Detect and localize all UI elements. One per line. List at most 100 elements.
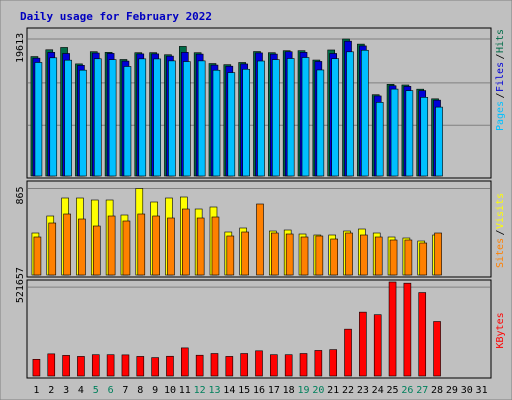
x-tick-label-day-29: 29 bbox=[446, 385, 458, 396]
bar-kbytes-kbytes-day-26 bbox=[403, 282, 412, 377]
bar-kbytes-kbytes-day-24 bbox=[373, 314, 382, 377]
bar-visits-sites-day-3 bbox=[63, 213, 71, 276]
bar-requests-pages-day-5 bbox=[93, 58, 102, 177]
legend-separator-requests-1: / bbox=[495, 92, 506, 98]
bar-kbytes-kbytes-day-18 bbox=[284, 354, 293, 377]
legend-kbytes-kbytes: KBytes bbox=[495, 312, 506, 348]
bar-requests-pages-day-28 bbox=[435, 106, 443, 177]
bar-requests-pages-day-17 bbox=[272, 59, 280, 177]
x-tick-label-day-4: 4 bbox=[78, 385, 84, 396]
bar-kbytes-kbytes-day-8 bbox=[136, 356, 145, 377]
x-tick-label-day-1: 1 bbox=[33, 385, 39, 396]
x-tick-label-day-15: 15 bbox=[238, 385, 250, 396]
bar-requests-pages-day-8 bbox=[138, 58, 147, 177]
legend-visits-sites: Sites bbox=[495, 238, 506, 268]
bar-requests-pages-day-25 bbox=[390, 88, 399, 177]
x-tick-label-day-18: 18 bbox=[283, 385, 295, 396]
bar-requests-pages-day-23 bbox=[361, 49, 369, 177]
bar-kbytes-kbytes-day-14 bbox=[225, 356, 234, 377]
bar-visits-sites-day-17 bbox=[271, 232, 279, 276]
bar-requests-pages-day-2 bbox=[49, 57, 58, 177]
x-tick-label-day-21: 21 bbox=[327, 385, 339, 396]
bar-visits-sites-day-21 bbox=[330, 238, 338, 276]
bar-kbytes-kbytes-day-28 bbox=[433, 321, 441, 377]
bar-requests-pages-day-9 bbox=[153, 58, 161, 177]
x-tick-label-day-3: 3 bbox=[63, 385, 69, 396]
chart-title: Daily usage for February 2022 bbox=[20, 10, 212, 23]
bar-kbytes-kbytes-day-25 bbox=[388, 281, 397, 377]
bar-requests-pages-day-21 bbox=[331, 58, 339, 177]
bar-requests-pages-day-12 bbox=[197, 60, 206, 177]
bar-visits-sites-day-27 bbox=[419, 242, 428, 276]
plot-layer: 19613Pages/Files/Hits865Sites/Visits5216… bbox=[15, 27, 506, 396]
bar-kbytes-kbytes-day-7 bbox=[121, 354, 130, 377]
bar-requests-pages-day-4 bbox=[79, 69, 87, 177]
bar-requests-pages-day-10 bbox=[168, 60, 176, 177]
bar-visits-sites-day-18 bbox=[285, 233, 294, 276]
bar-requests-pages-day-6 bbox=[108, 59, 117, 177]
x-tick-label-day-26: 26 bbox=[401, 385, 413, 396]
x-tick-label-day-16: 16 bbox=[253, 385, 265, 396]
bar-visits-sites-day-16 bbox=[256, 203, 264, 276]
bar-kbytes-kbytes-day-20 bbox=[314, 350, 323, 377]
x-tick-label-day-7: 7 bbox=[122, 385, 128, 396]
bar-visits-sites-day-25 bbox=[389, 239, 398, 276]
bar-requests-pages-day-3 bbox=[64, 59, 72, 177]
bar-kbytes-kbytes-day-19 bbox=[299, 353, 308, 377]
bar-kbytes-kbytes-day-1 bbox=[32, 359, 41, 377]
legend-requests-hits: Hits bbox=[495, 29, 506, 53]
legend-requests-pages: Pages bbox=[495, 101, 506, 131]
bar-requests-pages-day-16 bbox=[257, 60, 265, 177]
x-tick-label-day-14: 14 bbox=[223, 385, 235, 396]
bar-kbytes-kbytes-day-9 bbox=[151, 357, 159, 377]
bar-kbytes-kbytes-day-17 bbox=[270, 354, 278, 377]
bar-requests-pages-day-15 bbox=[242, 68, 250, 177]
bar-kbytes-kbytes-day-16 bbox=[255, 350, 263, 377]
x-tick-label-day-12: 12 bbox=[194, 385, 206, 396]
x-tick-label-day-5: 5 bbox=[93, 385, 99, 396]
bar-kbytes-kbytes-day-15 bbox=[240, 353, 248, 377]
x-tick-label-day-8: 8 bbox=[137, 385, 143, 396]
x-tick-label-day-25: 25 bbox=[387, 385, 399, 396]
legend-visits-visits: Visits bbox=[495, 193, 506, 229]
x-tick-label-day-30: 30 bbox=[461, 385, 473, 396]
x-tick-label-day-10: 10 bbox=[164, 385, 176, 396]
bar-visits-sites-day-5 bbox=[92, 225, 101, 276]
bar-visits-sites-day-19 bbox=[300, 236, 309, 276]
x-tick-label-day-11: 11 bbox=[179, 385, 191, 396]
bar-kbytes-kbytes-day-11 bbox=[181, 347, 189, 377]
bar-visits-sites-day-6 bbox=[107, 215, 116, 276]
bar-requests-pages-day-26 bbox=[405, 90, 414, 177]
bar-visits-sites-day-2 bbox=[48, 222, 57, 276]
bar-visits-sites-day-11 bbox=[182, 208, 190, 276]
bar-visits-sites-day-7 bbox=[122, 220, 131, 276]
bar-requests-pages-day-11 bbox=[183, 61, 191, 177]
x-tick-label-day-19: 19 bbox=[297, 385, 309, 396]
bar-visits-sites-day-15 bbox=[241, 231, 249, 276]
bar-kbytes-kbytes-day-6 bbox=[106, 354, 115, 377]
legend-requests-files: Files bbox=[495, 62, 506, 92]
max-value-label-visits: 865 bbox=[15, 186, 26, 204]
x-tick-label-day-9: 9 bbox=[152, 385, 158, 396]
bar-visits-sites-day-22 bbox=[345, 232, 353, 276]
bar-requests-pages-day-18 bbox=[286, 58, 295, 177]
bar-visits-sites-day-28 bbox=[434, 232, 442, 276]
bar-kbytes-kbytes-day-10 bbox=[166, 355, 174, 377]
bar-requests-pages-day-19 bbox=[301, 57, 310, 177]
bar-visits-sites-day-14 bbox=[226, 235, 235, 276]
bar-visits-sites-day-13 bbox=[211, 216, 220, 276]
bar-requests-pages-day-24 bbox=[375, 102, 384, 177]
x-tick-label-day-6: 6 bbox=[108, 385, 114, 396]
bar-visits-sites-day-20 bbox=[315, 235, 324, 276]
bar-requests-pages-day-13 bbox=[212, 69, 221, 177]
bar-kbytes-kbytes-day-2 bbox=[47, 353, 56, 377]
bar-requests-pages-day-14 bbox=[227, 72, 236, 177]
max-value-label-kbytes: 521657 bbox=[15, 267, 26, 303]
x-tick-label-day-23: 23 bbox=[357, 385, 369, 396]
bar-visits-sites-day-12 bbox=[196, 217, 205, 276]
x-tick-label-day-17: 17 bbox=[268, 385, 280, 396]
legend-separator-requests-3: / bbox=[495, 53, 506, 59]
x-tick-label-day-24: 24 bbox=[372, 385, 384, 396]
x-tick-label-day-22: 22 bbox=[342, 385, 354, 396]
